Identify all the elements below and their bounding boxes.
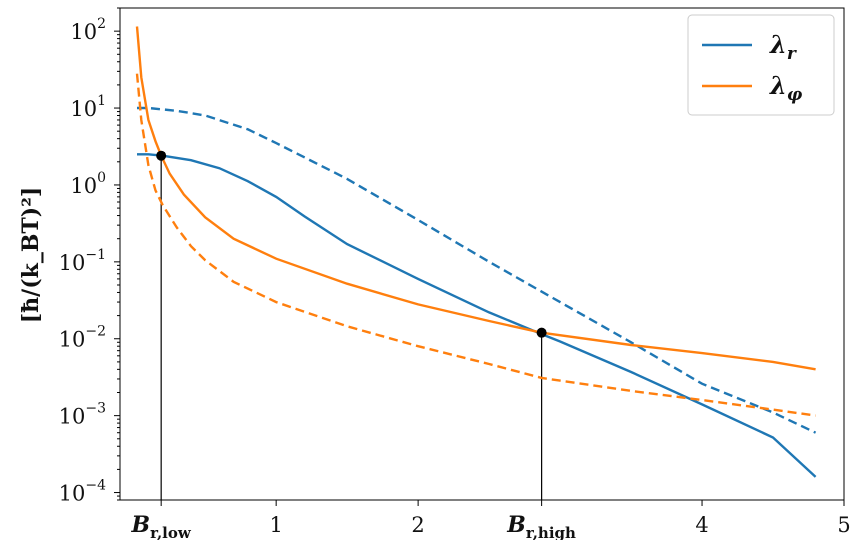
y-tick-label-4: 10−2 (59, 324, 106, 352)
series-line-2 (135, 26, 816, 371)
y-tick-label-2: 100 (70, 170, 106, 198)
x-tick-label-2: 2 (411, 513, 424, 537)
x-tick-label-0: Br,low (131, 512, 192, 540)
y-tick-label-0: 102 (70, 16, 106, 44)
plot-layer (135, 26, 817, 500)
series-line-3 (135, 73, 816, 417)
intersection-point-0 (156, 150, 167, 161)
legend-box (687, 14, 835, 116)
series-line-1 (137, 106, 817, 434)
x-tick-label-3: Br,high (506, 512, 576, 540)
y-tick-label-1: 101 (70, 93, 106, 121)
y-tick-label-3: 10−1 (59, 247, 106, 275)
series-line-0 (137, 153, 817, 478)
y-tick-label-6: 10−4 (59, 478, 106, 506)
intersection-point-1 (536, 327, 547, 338)
x-axis: Br,low 1 2 Br,high 4 5 (131, 500, 850, 540)
y-axis-label: [ħ/(k_BT)²] (18, 187, 44, 324)
y-axis: 102 101 100 10−1 10−2 10−3 10−4 (59, 7, 120, 506)
x-tick-label-5: 5 (837, 513, 850, 537)
legend-label-1: λφ (769, 71, 803, 105)
x-tick-label-1: 1 (269, 513, 282, 537)
plot-frame (119, 7, 845, 501)
x-tick-label-4: 4 (695, 513, 708, 537)
y-tick-label-5: 10−3 (59, 401, 106, 429)
